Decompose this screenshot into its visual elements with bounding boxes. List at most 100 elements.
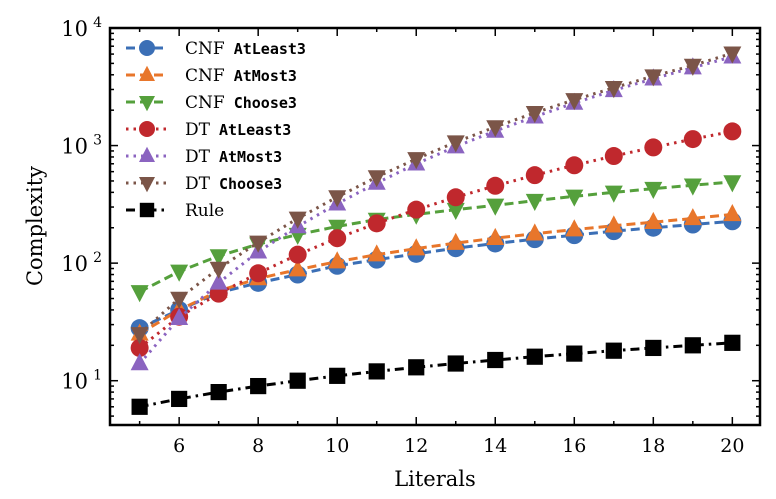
data-point (446, 232, 465, 250)
series-line (138, 180, 733, 294)
data-point (408, 359, 425, 376)
data-point (683, 178, 702, 196)
legend-item: DT AtMost3 (126, 146, 282, 167)
data-point (329, 367, 346, 384)
data-point (565, 93, 584, 111)
data-point (407, 238, 426, 256)
data-point (170, 264, 189, 282)
data-point (209, 261, 228, 279)
legend-item: CNF AtLeast3 (126, 39, 306, 59)
data-point (604, 81, 623, 99)
data-point (604, 185, 623, 203)
data-point (289, 372, 306, 389)
legend-item: DT Choose3 (126, 174, 282, 194)
data-point (328, 219, 347, 237)
data-point (170, 291, 189, 309)
data-point (209, 272, 228, 290)
data-point (288, 259, 307, 277)
data-point (367, 214, 386, 233)
data-point (486, 176, 505, 195)
data-point (487, 351, 504, 369)
data-point (525, 166, 544, 185)
data-point (249, 235, 268, 253)
data-point (723, 175, 742, 193)
series-line (139, 341, 733, 409)
data-point (210, 383, 227, 401)
data-point (446, 202, 465, 221)
series-dt-atleast3 (130, 122, 742, 357)
y-axis-label: Complexity (23, 166, 47, 286)
y-tick-label: 10 1 (61, 368, 102, 394)
data-point (288, 245, 307, 264)
data-point (565, 189, 584, 207)
data-point (250, 377, 267, 395)
legend-label: DT Choose3 (185, 174, 282, 194)
legend-label: CNF AtMost3 (185, 66, 297, 86)
data-point (486, 227, 505, 245)
series-layer (130, 46, 742, 415)
data-point (604, 147, 623, 166)
data-point (644, 211, 663, 229)
data-point (367, 244, 386, 262)
data-point (486, 198, 505, 216)
data-point (328, 229, 347, 248)
x-tick-label: 14 (483, 435, 507, 457)
data-point (367, 170, 386, 188)
data-point (565, 156, 584, 175)
series-line (138, 212, 733, 336)
data-point (171, 390, 188, 408)
data-point (683, 130, 702, 149)
legend-item: DT AtLeast3 (126, 120, 291, 140)
legend-label: CNF AtLeast3 (185, 39, 306, 59)
x-tick-label: 12 (404, 435, 428, 457)
data-point (526, 348, 543, 365)
data-point (446, 135, 465, 153)
legend-marker-icon (139, 65, 155, 81)
legend-marker-icon (139, 177, 155, 193)
data-point (368, 363, 385, 380)
legend-marker-icon (139, 121, 155, 137)
series-rule (131, 334, 741, 415)
data-point (131, 398, 148, 415)
x-tick-label: 8 (252, 435, 264, 457)
x-axis-label: Literals (394, 467, 476, 491)
legend-marker-icon (139, 146, 155, 162)
legend-marker-icon (139, 202, 155, 218)
data-point (723, 122, 742, 141)
data-point (644, 181, 663, 200)
legend-label: CNF Choose3 (185, 93, 297, 113)
series-line (138, 129, 733, 350)
data-point (447, 355, 464, 372)
data-point (644, 138, 663, 157)
data-point (724, 334, 741, 351)
legend-item: Rule (126, 201, 224, 221)
data-point (407, 152, 426, 170)
series-cnf-atleast3 (130, 212, 742, 338)
x-tick-label: 6 (173, 435, 185, 457)
data-point (723, 203, 742, 222)
legend-label: DT AtMost3 (185, 147, 282, 167)
data-point (565, 219, 584, 237)
data-point (525, 106, 544, 124)
data-point (130, 338, 149, 357)
legend-marker-icon (139, 96, 155, 112)
data-point (645, 339, 662, 357)
legend-label: Rule (185, 201, 224, 221)
data-point (604, 215, 623, 233)
data-point (130, 353, 149, 371)
data-point (130, 285, 149, 303)
legend-marker-icon (139, 40, 155, 56)
x-tick-label: 10 (325, 435, 349, 457)
data-point (683, 58, 702, 76)
data-point (407, 200, 426, 219)
legend-item: CNF Choose3 (126, 93, 297, 113)
data-point (486, 120, 505, 138)
y-tick-label: 10 3 (61, 133, 102, 159)
legend-label: DT AtLeast3 (185, 120, 291, 140)
data-point (446, 188, 465, 207)
data-point (605, 342, 622, 359)
data-point (525, 223, 544, 241)
data-point (328, 190, 347, 208)
